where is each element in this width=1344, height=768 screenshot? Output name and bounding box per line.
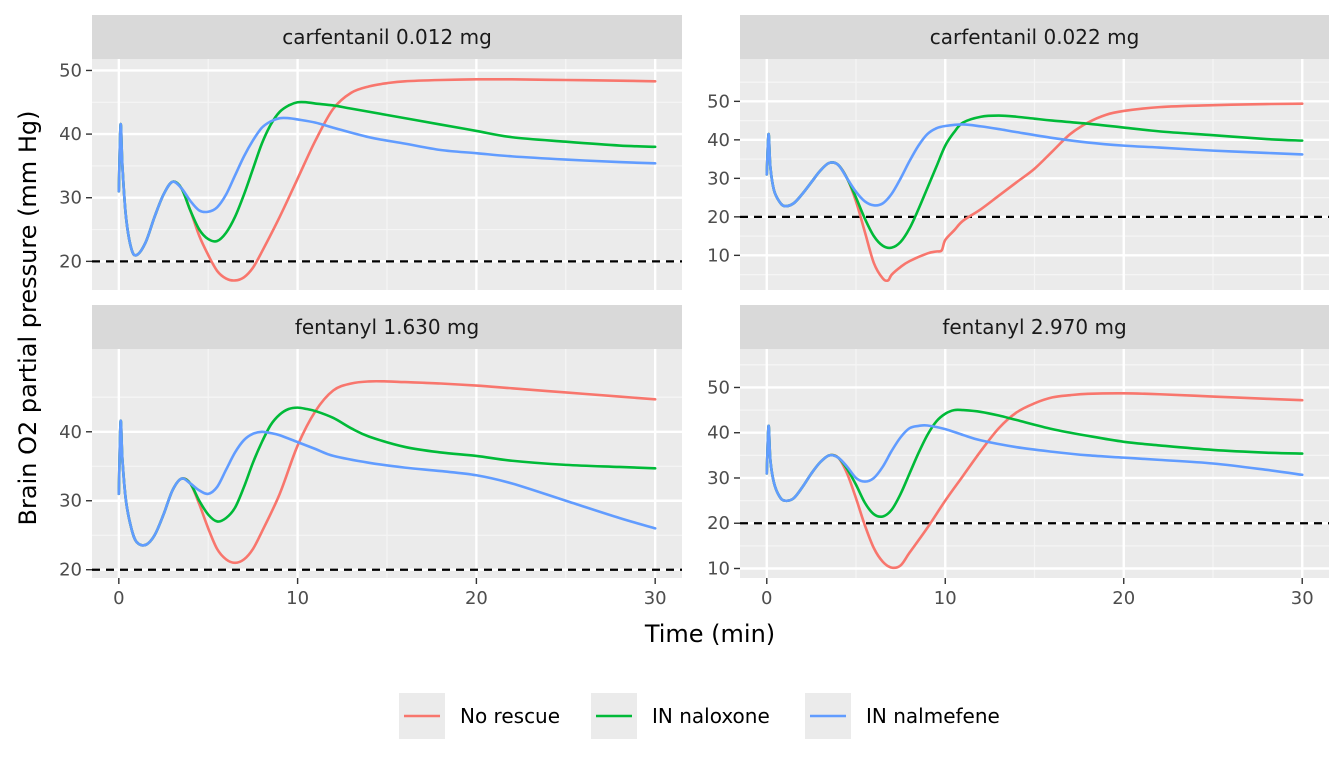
panel-strip <box>740 15 1329 59</box>
panel-1: carfentanil 0.012 mg 20 30 40 50 <box>59 15 682 290</box>
y-tick-label: 50 <box>707 377 730 398</box>
y-tick-label: 30 <box>59 491 82 512</box>
y-tick-label: 10 <box>707 245 730 266</box>
y-tick-label: 20 <box>59 251 82 272</box>
series-group <box>765 392 1304 570</box>
series-line-in-nalmefene <box>117 419 657 547</box>
y-tick-label: 40 <box>59 422 82 443</box>
x-tick-label: 20 <box>465 588 488 609</box>
y-tick-label: 10 <box>707 558 730 579</box>
y-tick-label: 40 <box>707 423 730 444</box>
panel-strip <box>92 15 682 59</box>
y-tick-label: 30 <box>59 188 82 209</box>
series-group <box>765 102 1304 283</box>
y-tick-label: 30 <box>707 168 730 189</box>
panel-title: fentanyl 1.630 mg <box>295 315 479 339</box>
legend-item: IN naloxone <box>591 693 770 739</box>
x-tick-label: 0 <box>761 588 772 609</box>
panel-strip <box>740 305 1329 349</box>
y-tick-label: 50 <box>59 60 82 81</box>
y-tick-label: 20 <box>59 560 82 581</box>
legend-label: IN naloxone <box>652 704 770 728</box>
panel-grid <box>92 349 682 578</box>
legend: No rescue IN naloxone IN nalmefene <box>399 693 1000 739</box>
series-group <box>117 379 657 565</box>
x-tick-label: 10 <box>934 588 957 609</box>
x-tick-label: 30 <box>1291 588 1314 609</box>
panels-layer: carfentanil 0.012 mg20304050carfentanil … <box>59 15 1329 609</box>
x-tick-label: 0 <box>113 588 124 609</box>
series-group <box>117 77 657 282</box>
y-axis-title: Brain O2 partial pressure (mm Hg) <box>14 111 42 526</box>
legend-item: No rescue <box>399 693 560 739</box>
legend-item: IN nalmefene <box>805 693 1000 739</box>
series-line-in-nalmefene <box>117 116 657 257</box>
x-tick-label: 20 <box>1112 588 1135 609</box>
panel-2: carfentanil 0.022 mg 10 20 30 40 50 <box>707 15 1329 290</box>
x-tick-label: 10 <box>286 588 309 609</box>
y-tick-label: 40 <box>707 130 730 151</box>
y-tick-label: 30 <box>707 468 730 489</box>
y-tick-label: 50 <box>707 91 730 112</box>
y-tick-label: 40 <box>59 124 82 145</box>
series-line-in-nalmefene <box>765 123 1304 208</box>
legend-label: IN nalmefene <box>866 704 1000 728</box>
x-tick-label: 30 <box>644 588 667 609</box>
series-line-in-nalmefene <box>765 423 1304 503</box>
panel-title: carfentanil 0.022 mg <box>930 25 1140 49</box>
panel-title: carfentanil 0.012 mg <box>282 25 492 49</box>
panel-title: fentanyl 2.970 mg <box>942 315 1126 339</box>
legend-label: No rescue <box>460 704 560 728</box>
panel-strip <box>92 305 682 349</box>
panel-3: fentanyl 1.630 mg 20 30 40 0 10 20 30 <box>59 305 682 609</box>
y-tick-label: 20 <box>707 207 730 228</box>
panel-4: fentanyl 2.970 mg 10 20 30 40 50 0 10 20 30 <box>707 305 1329 609</box>
x-axis-title: Time (min) <box>644 620 775 648</box>
y-tick-label: 20 <box>707 513 730 534</box>
